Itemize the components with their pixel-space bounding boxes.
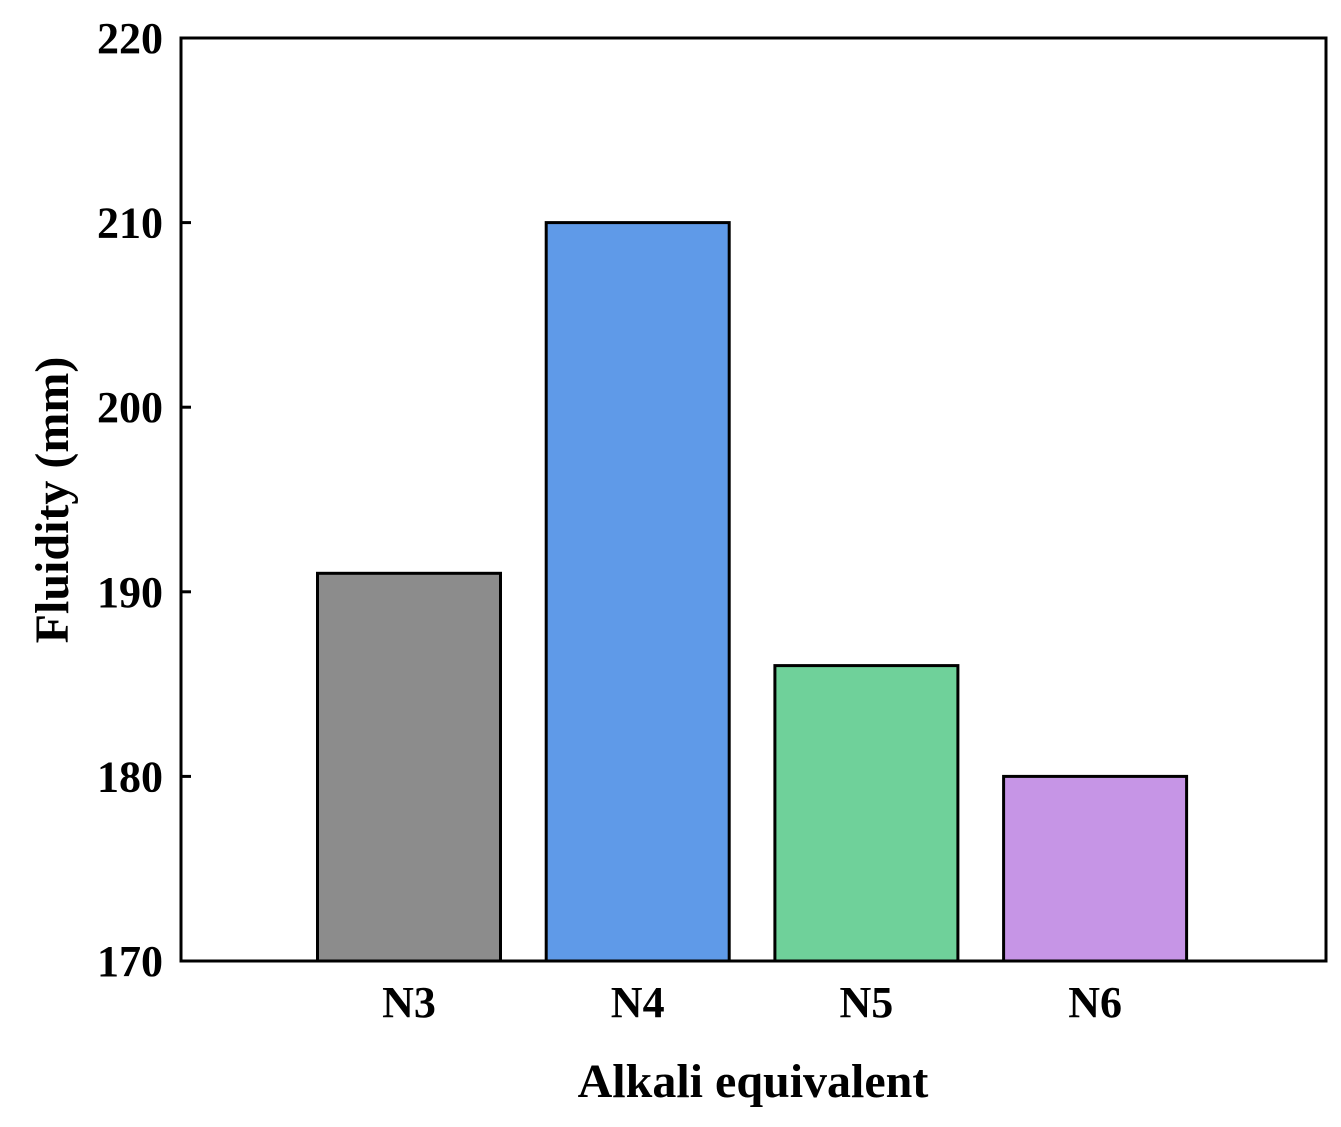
x-axis-title: Alkali equivalent — [578, 1055, 929, 1108]
x-axis-ticks: N3 N4 N5 N6 — [382, 978, 1122, 1027]
x-tick-label-n3: N3 — [382, 978, 436, 1027]
bar-n4 — [544, 221, 731, 963]
bar-n5 — [773, 664, 960, 963]
y-tick-label-170: 170 — [97, 937, 163, 986]
y-tick-label-200: 200 — [97, 383, 163, 432]
plot-frame — [179, 36, 1328, 963]
y-tick-label-220: 220 — [97, 14, 163, 63]
y-tick-label-180: 180 — [97, 752, 163, 801]
bars-layer — [316, 221, 1189, 963]
x-tick-label-n4: N4 — [611, 978, 665, 1027]
x-tick-label-n5: N5 — [840, 978, 894, 1027]
x-tick-label-n6: N6 — [1068, 978, 1122, 1027]
bar-n6 — [1002, 774, 1189, 963]
y-tick-label-190: 190 — [97, 568, 163, 617]
bar-n3 — [316, 571, 502, 963]
y-axis-title: Fluidity (mm) — [26, 357, 79, 644]
y-tick-label-210: 210 — [97, 199, 163, 248]
y-axis-ticks: 170 180 190 200 210 220 — [97, 14, 191, 986]
